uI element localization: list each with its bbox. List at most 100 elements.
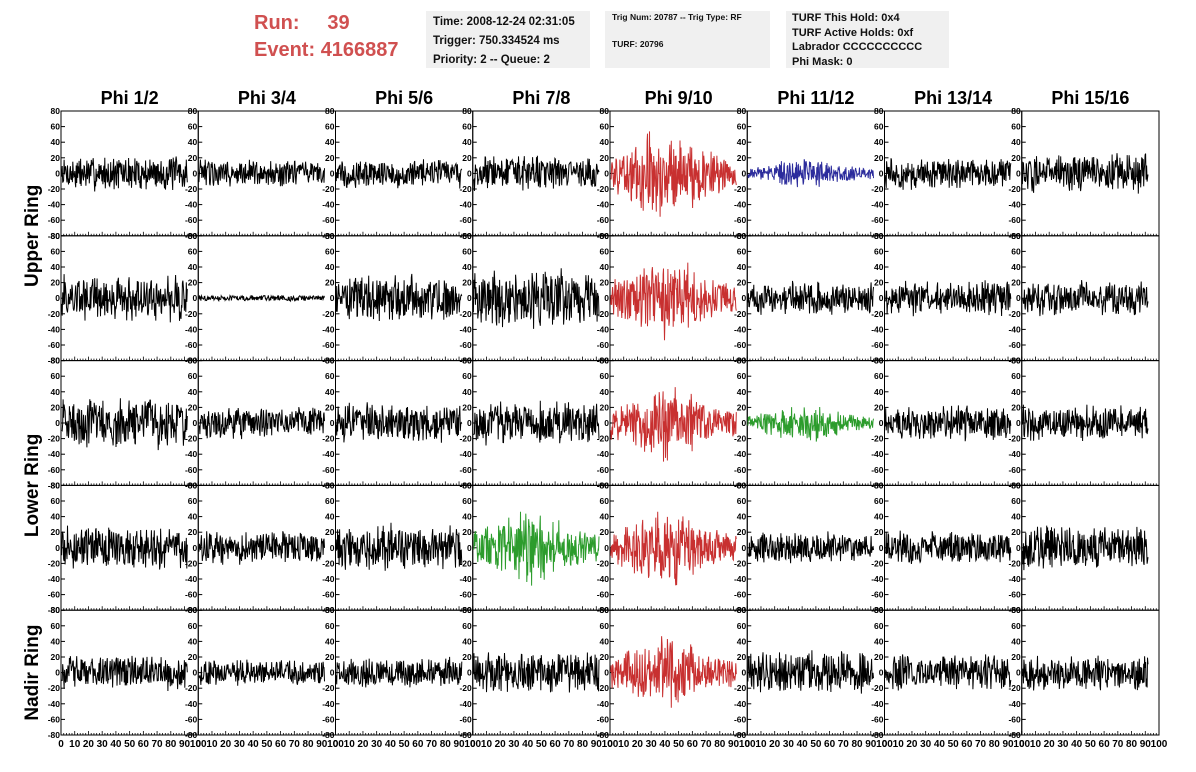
x-tick-label: 90 (1002, 739, 1014, 750)
x-tick-label: 0 (58, 739, 64, 750)
y-tick-label: -60 (734, 340, 747, 350)
y-tick-label: 0 (467, 168, 472, 178)
y-tick-label: 20 (51, 153, 61, 163)
y-tick-label: 20 (325, 652, 335, 662)
x-tick-label: 90 (591, 739, 603, 750)
y-tick-label: -60 (48, 215, 61, 225)
y-tick-label: -40 (734, 449, 747, 459)
y-tick-label: -20 (597, 558, 610, 568)
y-tick-label: 40 (737, 137, 747, 147)
waveform-trace (1021, 153, 1149, 194)
y-tick-label: -20 (322, 184, 335, 194)
y-tick-label: 40 (51, 137, 61, 147)
trig-num-text: Trig Num: 20787 -- Trig Type: RF (612, 12, 742, 22)
y-tick-label: -40 (597, 574, 610, 584)
x-tick-label: 80 (714, 739, 726, 750)
waveform-trace (472, 652, 600, 693)
y-tick-label: 60 (1011, 122, 1021, 132)
y-tick-label: 20 (1011, 153, 1021, 163)
y-tick-label: -40 (185, 324, 198, 334)
y-tick-label: -40 (459, 200, 472, 210)
y-tick-label: -40 (1008, 449, 1021, 459)
y-tick-label: 20 (1011, 278, 1021, 288)
y-tick-label: 60 (462, 621, 472, 631)
y-tick-label: 40 (600, 262, 610, 272)
y-tick-label: 0 (330, 418, 335, 428)
y-tick-label: 40 (462, 137, 472, 147)
waveform-trace (747, 406, 874, 442)
y-tick-label: 0 (879, 168, 884, 178)
x-tick-label: 0 (744, 739, 750, 750)
y-tick-label: 20 (188, 527, 198, 537)
y-tick-label: 80 (325, 106, 335, 116)
waveform-trace (335, 656, 463, 688)
y-tick-label: -40 (322, 324, 335, 334)
y-tick-label: -80 (48, 730, 61, 740)
y-tick-label: 20 (325, 153, 335, 163)
y-tick-label: -20 (1008, 558, 1021, 568)
y-tick-label: -60 (322, 714, 335, 724)
y-tick-label: 0 (330, 168, 335, 178)
y-tick-label: 60 (1011, 621, 1021, 631)
y-tick-label: 20 (462, 527, 472, 537)
y-tick-label: 0 (604, 168, 609, 178)
y-tick-label: 20 (1011, 402, 1021, 412)
x-tick-label: 10 (755, 739, 767, 750)
y-tick-label: 0 (1016, 543, 1021, 553)
y-tick-label: 80 (1011, 231, 1021, 241)
y-tick-label: -60 (48, 465, 61, 475)
y-tick-label: 40 (600, 387, 610, 397)
x-tick-label: 40 (797, 739, 809, 750)
y-tick-label: -60 (597, 340, 610, 350)
x-tick-label: 50 (810, 739, 822, 750)
y-tick-label: -40 (871, 574, 884, 584)
y-tick-label: 0 (55, 293, 60, 303)
y-tick-label: 0 (604, 418, 609, 428)
y-tick-label: 40 (325, 387, 335, 397)
y-tick-label: -20 (734, 184, 747, 194)
y-tick-label: -20 (48, 683, 61, 693)
y-tick-label: -60 (322, 590, 335, 600)
y-tick-label: 60 (325, 371, 335, 381)
row-title: Lower Ring (22, 434, 43, 537)
x-tick-label: 50 (124, 739, 136, 750)
waveform-trace (198, 659, 325, 686)
y-tick-label: 0 (604, 293, 609, 303)
y-tick-label: 60 (600, 371, 610, 381)
x-tick-label: 70 (975, 739, 987, 750)
y-tick-label: 20 (600, 153, 610, 163)
x-tick-label: 40 (1071, 739, 1083, 750)
y-tick-label: 80 (188, 480, 198, 490)
y-tick-label: 0 (879, 668, 884, 678)
x-tick-label: 10 (618, 739, 630, 750)
y-tick-label: -20 (48, 558, 61, 568)
y-tick-label: 40 (737, 636, 747, 646)
x-tick-label: 50 (261, 739, 273, 750)
y-tick-label: 60 (737, 371, 747, 381)
y-tick-label: 20 (874, 652, 884, 662)
x-tick-label: 30 (1057, 739, 1069, 750)
y-tick-label: 20 (462, 652, 472, 662)
x-tick-label: 30 (234, 739, 246, 750)
y-tick-label: 20 (737, 153, 747, 163)
y-tick-label: 40 (462, 636, 472, 646)
x-tick-label: 60 (138, 739, 150, 750)
x-tick-label: 30 (371, 739, 383, 750)
y-tick-label: 40 (1011, 512, 1021, 522)
y-tick-label: 80 (51, 106, 61, 116)
y-tick-label: 0 (742, 168, 747, 178)
y-tick-label: -40 (459, 574, 472, 584)
y-tick-label: -20 (734, 309, 747, 319)
y-tick-label: 60 (874, 496, 884, 506)
y-tick-label: 80 (737, 356, 747, 366)
y-tick-label: -40 (597, 699, 610, 709)
x-tick-label: 30 (97, 739, 109, 750)
y-tick-label: -60 (459, 590, 472, 600)
